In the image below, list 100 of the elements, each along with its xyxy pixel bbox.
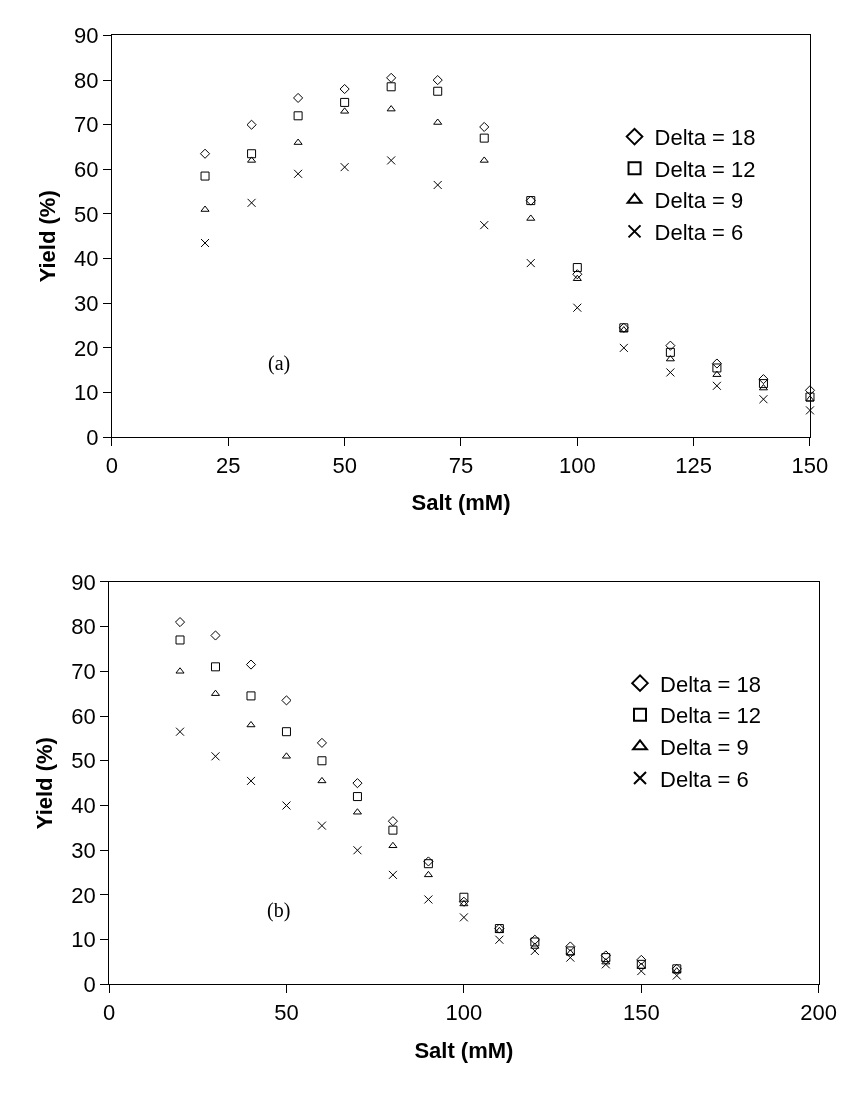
point bbox=[665, 340, 676, 351]
point bbox=[479, 156, 489, 163]
x-tick-label: 50 bbox=[332, 452, 357, 478]
y-tick-label: 10 bbox=[74, 380, 99, 406]
point bbox=[479, 121, 490, 133]
legend-label: Delta = 9 bbox=[660, 734, 749, 760]
point bbox=[352, 778, 363, 789]
point bbox=[479, 133, 489, 143]
y-axis-title: Yield (%) bbox=[34, 190, 60, 283]
y-tick-label: 80 bbox=[71, 614, 96, 640]
point bbox=[293, 138, 303, 145]
point bbox=[246, 720, 256, 728]
y-axis-title: Yield (%) bbox=[31, 737, 57, 830]
x-axis-title: Salt (mM) bbox=[414, 1037, 514, 1063]
x-tick-label: 25 bbox=[216, 452, 241, 478]
point bbox=[459, 892, 469, 902]
point bbox=[433, 118, 443, 125]
point bbox=[712, 363, 722, 373]
x-tick-label: 100 bbox=[445, 999, 483, 1025]
annotation: (b) bbox=[267, 899, 291, 922]
point bbox=[601, 958, 611, 965]
y-tick-label: 60 bbox=[71, 703, 96, 729]
y-tick-label: 60 bbox=[74, 157, 99, 183]
y-tick-label: 20 bbox=[71, 882, 96, 908]
point bbox=[175, 667, 185, 674]
legend-label: Delta = 12 bbox=[660, 703, 761, 729]
point bbox=[672, 967, 682, 974]
point bbox=[758, 384, 768, 391]
point bbox=[712, 370, 722, 377]
point bbox=[572, 274, 582, 281]
y-tick-label: 50 bbox=[74, 201, 99, 227]
point bbox=[388, 841, 398, 849]
point bbox=[423, 870, 433, 878]
point bbox=[317, 776, 327, 784]
x-tick-label: 75 bbox=[448, 452, 474, 478]
point bbox=[572, 269, 583, 280]
point bbox=[211, 662, 220, 672]
point bbox=[293, 111, 303, 121]
point bbox=[526, 214, 536, 221]
point bbox=[636, 954, 647, 965]
point bbox=[352, 808, 362, 815]
y-tick-label: 40 bbox=[71, 793, 96, 819]
x-axis-title: Salt (mM) bbox=[411, 490, 511, 516]
y-tick-label: 50 bbox=[71, 748, 96, 774]
legend-label: Delta = 18 bbox=[654, 125, 756, 151]
point bbox=[281, 727, 291, 737]
point bbox=[758, 379, 768, 389]
point bbox=[432, 75, 443, 86]
point bbox=[711, 358, 722, 369]
point bbox=[340, 107, 350, 114]
point bbox=[565, 941, 576, 952]
point bbox=[293, 92, 304, 103]
point bbox=[245, 659, 257, 670]
y-tick-label: 30 bbox=[74, 290, 99, 316]
point bbox=[200, 205, 210, 212]
y-tick-label: 90 bbox=[71, 569, 96, 595]
point bbox=[388, 825, 398, 835]
x-tick-label: 125 bbox=[675, 452, 712, 478]
legend-label: Delta = 12 bbox=[654, 156, 756, 182]
x-tick-label: 100 bbox=[558, 452, 596, 478]
point bbox=[246, 691, 256, 701]
legend-label: Delta = 6 bbox=[654, 219, 744, 245]
point bbox=[175, 635, 185, 645]
x-tick-label: 150 bbox=[622, 999, 660, 1025]
point bbox=[316, 737, 327, 748]
point bbox=[247, 156, 257, 163]
y-tick-label: 0 bbox=[86, 424, 99, 450]
point bbox=[530, 942, 540, 949]
point bbox=[433, 86, 443, 96]
point bbox=[317, 756, 327, 766]
annotation: (a) bbox=[268, 352, 291, 375]
legend-label: Delta = 6 bbox=[660, 766, 749, 792]
point bbox=[247, 149, 257, 159]
point bbox=[339, 83, 350, 95]
y-tick-label: 10 bbox=[71, 927, 96, 953]
y-tick-label: 70 bbox=[74, 112, 99, 138]
legend-label: Delta = 9 bbox=[654, 188, 744, 214]
point bbox=[340, 97, 350, 107]
point bbox=[174, 617, 186, 628]
point bbox=[386, 105, 396, 112]
y-tick-label: 40 bbox=[74, 246, 99, 272]
y-tick-label: 70 bbox=[71, 658, 96, 684]
y-tick-label: 30 bbox=[71, 837, 96, 863]
point bbox=[281, 695, 292, 706]
point bbox=[665, 355, 675, 362]
point bbox=[619, 326, 629, 333]
point bbox=[200, 171, 210, 181]
legend-label: Delta = 18 bbox=[660, 671, 761, 697]
y-tick-label: 20 bbox=[74, 335, 99, 361]
y-tick-label: 80 bbox=[74, 67, 99, 93]
y-tick-label: 0 bbox=[83, 972, 96, 998]
x-tick-label: 150 bbox=[791, 452, 829, 478]
point bbox=[804, 385, 816, 396]
y-tick-label: 90 bbox=[74, 23, 99, 49]
point bbox=[758, 374, 769, 385]
point bbox=[210, 630, 221, 641]
point bbox=[387, 816, 398, 827]
point bbox=[386, 82, 396, 92]
point bbox=[665, 347, 675, 357]
x-tick-label: 200 bbox=[800, 999, 838, 1025]
